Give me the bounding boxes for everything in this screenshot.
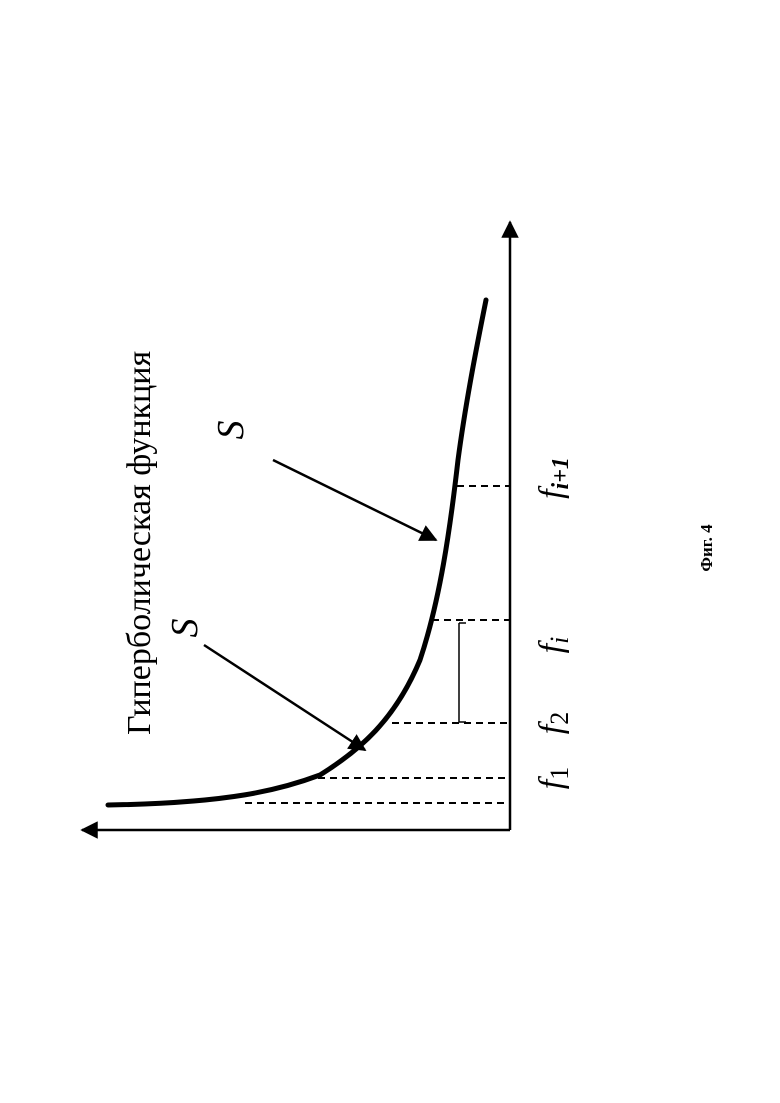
dashed-lines bbox=[245, 486, 510, 803]
arrow-label-lower: S bbox=[164, 619, 206, 638]
tick-label-f2: f2 bbox=[533, 712, 574, 734]
tick-label-fi1: fi+1 bbox=[533, 457, 574, 499]
figure-caption: Фиг. 4 bbox=[697, 524, 716, 572]
interval-bracket bbox=[459, 623, 466, 722]
tick-label-fi: fi bbox=[533, 637, 574, 654]
tick-label-f1: f1 bbox=[533, 767, 574, 789]
hyperbolic-curve bbox=[108, 300, 486, 805]
arrow-label-upper: S bbox=[210, 421, 252, 440]
diagram-title: Гиперболическая функция bbox=[121, 350, 158, 735]
pointer-arrow-lower bbox=[204, 645, 365, 750]
pointer-arrow-upper bbox=[273, 460, 436, 540]
